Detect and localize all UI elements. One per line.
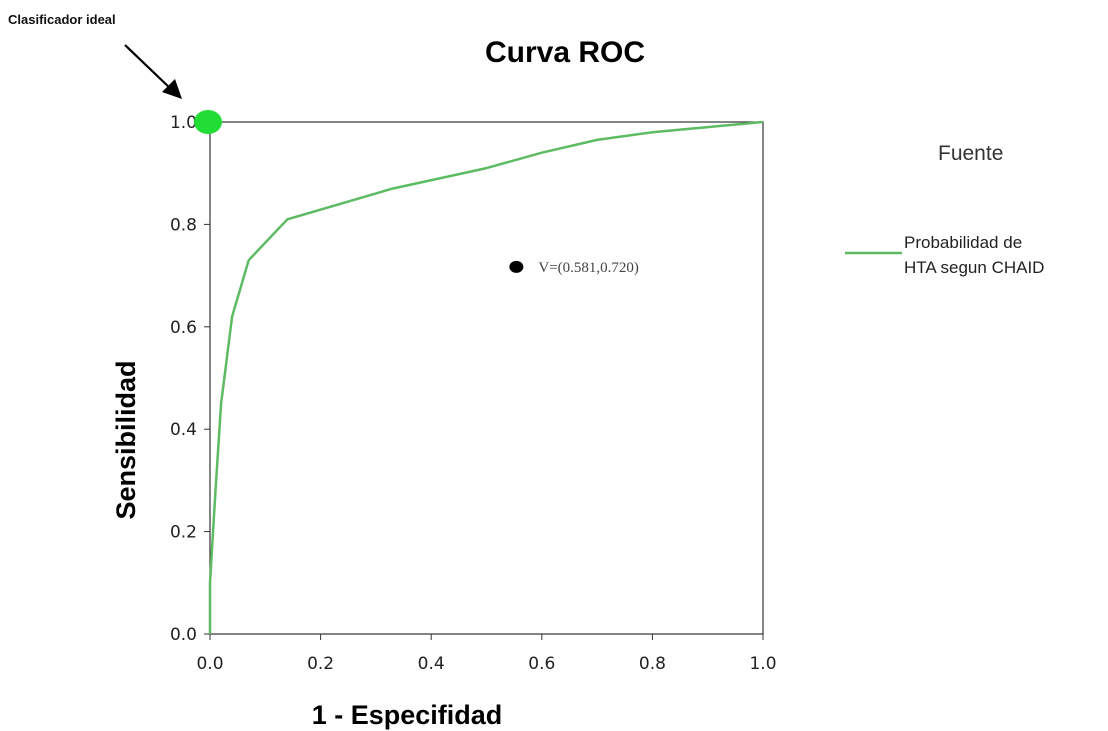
y-tick-label: 0.8: [170, 215, 197, 235]
x-axis-label: 1 - Especifidad: [312, 700, 503, 730]
x-tick-label: 0.8: [639, 654, 666, 674]
v-point-marker: [509, 260, 524, 273]
v-point-label: V=(0.581,0.720): [538, 260, 639, 276]
y-tick-label: 0.2: [170, 523, 197, 543]
ideal-classifier-label: Clasificador ideal: [8, 12, 116, 27]
x-tick-label: 0.4: [418, 654, 445, 674]
y-tick-label: 1.0: [170, 113, 197, 133]
x-tick-label: 0.0: [196, 654, 223, 674]
chart-title: Curva ROC: [485, 36, 645, 69]
y-tick-label: 0.0: [170, 625, 197, 645]
legend-label-line-2: HTA segun CHAID: [904, 258, 1044, 277]
y-axis-label: Sensibilidad: [111, 360, 141, 519]
ideal-classifier-marker: [194, 110, 222, 134]
ideal-arrow-shaft: [124, 44, 173, 91]
x-tick-label: 0.6: [528, 654, 555, 674]
plot-area: [209, 121, 764, 635]
legend: Fuente Probabilidad de HTA segun CHAID: [845, 142, 1044, 277]
annotation-layer: Clasificador ideal V=(0.581,0.720): [8, 12, 639, 276]
x-axis-ticks: 0.0 0.2 0.4 0.6 0.8 1.0: [196, 634, 777, 674]
y-tick-label: 0.4: [170, 420, 197, 440]
legend-label-line-1: Probabilidad de: [904, 233, 1022, 252]
y-tick-label: 0.6: [170, 318, 197, 338]
legend-title: Fuente: [938, 142, 1003, 165]
plot-frame: [209, 121, 764, 635]
y-axis-ticks: 0.0 0.2 0.4 0.6 0.8 1.0: [170, 113, 210, 645]
x-tick-label: 0.2: [307, 654, 334, 674]
ideal-arrow-head: [162, 79, 182, 99]
series-layer: [208, 120, 764, 634]
x-tick-label: 1.0: [749, 654, 776, 674]
roc-curve-line: [208, 120, 764, 634]
